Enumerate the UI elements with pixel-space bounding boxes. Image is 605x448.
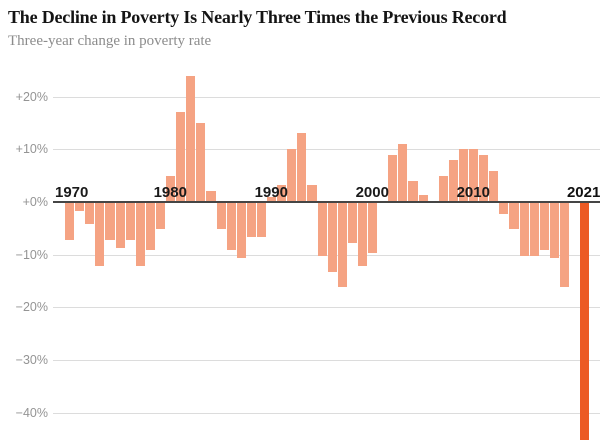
bar-2002 xyxy=(388,154,398,202)
y-tick-label--20: −20% xyxy=(15,300,48,315)
bar-1990 xyxy=(267,196,277,202)
bar-2021 xyxy=(580,203,590,441)
bar-2018 xyxy=(549,203,559,259)
bar-1986 xyxy=(226,203,236,251)
bar-1981 xyxy=(176,112,186,202)
gridline-10 xyxy=(53,149,600,151)
y-tick-label-0: +0% xyxy=(22,195,48,209)
bar-1985 xyxy=(216,203,226,230)
bar-1979 xyxy=(155,203,166,230)
gridline--30 xyxy=(53,360,600,362)
bar-1971 xyxy=(75,203,85,211)
bar-1994 xyxy=(307,185,317,202)
bar-1976 xyxy=(125,203,135,240)
bar-1977 xyxy=(135,203,145,267)
bar-1988 xyxy=(246,203,256,238)
x-tick-label-2010: 2010 xyxy=(456,184,490,201)
y-tick-label--30: −30% xyxy=(15,353,48,368)
bar-1991 xyxy=(277,184,287,202)
bar-1973 xyxy=(95,203,105,267)
bar-2017 xyxy=(539,203,549,251)
x-tick-label-1970: 1970 xyxy=(55,184,89,201)
bar-1987 xyxy=(236,203,246,259)
bar-1983 xyxy=(196,122,206,202)
gridline--20 xyxy=(53,307,600,309)
bar-2011 xyxy=(479,154,489,202)
bar-1972 xyxy=(85,203,95,225)
bar-1982 xyxy=(186,75,196,202)
bar-1998 xyxy=(347,203,357,243)
y-tick-label-20: +20% xyxy=(15,89,48,104)
bar-2007 xyxy=(438,175,448,202)
chart-subtitle: Three-year change in poverty rate xyxy=(8,33,212,49)
gridline--40 xyxy=(53,412,600,414)
bar-1997 xyxy=(337,203,347,288)
bar-1989 xyxy=(256,203,267,238)
x-tick-label-1990: 1990 xyxy=(254,184,288,201)
bar-1975 xyxy=(115,203,125,248)
bar-1995 xyxy=(317,203,327,256)
bar-2013 xyxy=(499,203,509,214)
x-tick-label-2021: 2021 xyxy=(566,184,601,201)
bar-2010 xyxy=(469,149,479,202)
bar-1996 xyxy=(327,203,337,272)
bar-1999 xyxy=(357,203,368,267)
bar-2015 xyxy=(519,203,529,256)
bar-2008 xyxy=(448,159,458,202)
bar-1978 xyxy=(145,203,155,251)
gridline-0 xyxy=(53,201,600,203)
chart-title: The Decline in Poverty Is Nearly Three T… xyxy=(8,7,507,27)
bar-1974 xyxy=(105,203,115,240)
bar-1980 xyxy=(166,175,176,202)
bar-1992 xyxy=(287,149,297,202)
bar-2004 xyxy=(408,180,418,202)
gridline-20 xyxy=(53,96,600,98)
bar-2014 xyxy=(509,203,519,230)
y-tick-label--40: −40% xyxy=(15,405,48,420)
x-tick-label-2000: 2000 xyxy=(355,184,389,201)
bar-1984 xyxy=(206,191,216,202)
bar-2012 xyxy=(489,171,499,202)
y-tick-label-10: +10% xyxy=(15,142,48,157)
bar-2005 xyxy=(418,195,428,202)
bar-2000 xyxy=(368,203,378,254)
bar-1970 xyxy=(65,203,75,240)
bar-1993 xyxy=(297,133,307,202)
y-tick-label--10: −10% xyxy=(15,247,48,262)
bar-2019 xyxy=(559,203,570,288)
bar-2003 xyxy=(398,144,408,202)
bar-2009 xyxy=(458,149,469,202)
x-tick-label-1980: 1980 xyxy=(153,184,187,201)
bar-2016 xyxy=(529,203,539,256)
